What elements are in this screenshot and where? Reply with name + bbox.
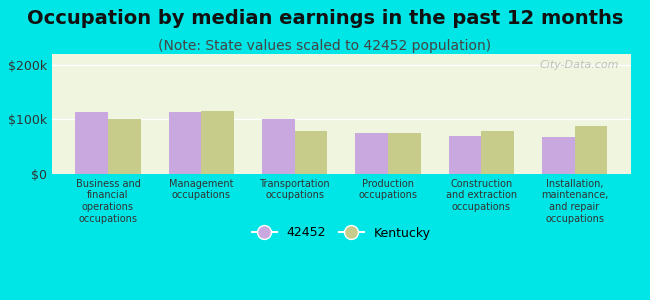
Bar — [388, 133, 421, 174]
Bar — [542, 137, 575, 174]
Bar — [575, 126, 607, 174]
Bar — [294, 131, 327, 174]
Bar — [202, 111, 234, 174]
Legend: 42452, Kentucky: 42452, Kentucky — [246, 220, 437, 246]
Bar — [75, 112, 108, 174]
Text: (Note: State values scaled to 42452 population): (Note: State values scaled to 42452 popu… — [159, 39, 491, 53]
Bar — [168, 112, 202, 174]
Text: City-Data.com: City-Data.com — [540, 60, 619, 70]
Bar — [481, 131, 514, 174]
Bar — [262, 119, 294, 174]
Bar — [448, 136, 481, 174]
Bar — [356, 133, 388, 174]
Text: Occupation by median earnings in the past 12 months: Occupation by median earnings in the pas… — [27, 9, 623, 28]
Bar — [108, 119, 140, 174]
